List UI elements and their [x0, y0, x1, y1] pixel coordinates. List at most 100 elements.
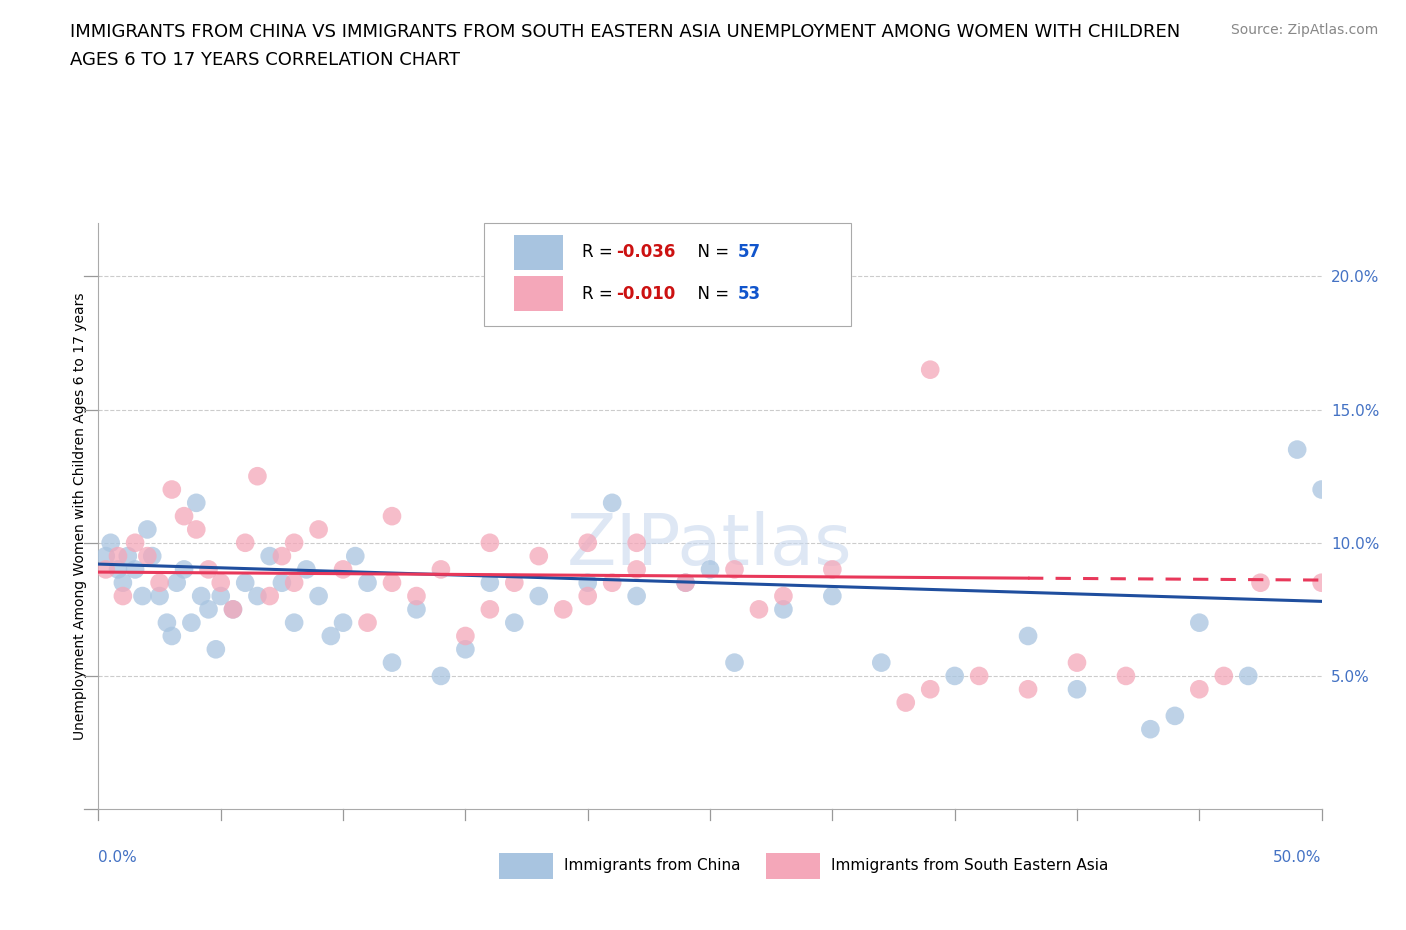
Point [141, 549, 163, 564]
Point [1188, 682, 1211, 697]
Point [180, 616, 202, 631]
Text: Immigrants from South Eastern Asia: Immigrants from South Eastern Asia [831, 858, 1108, 873]
Point [1188, 616, 1211, 631]
Point [156, 616, 179, 631]
Point [920, 363, 942, 378]
Point [111, 576, 134, 591]
Point [308, 522, 330, 537]
Point [1017, 629, 1039, 644]
Point [222, 602, 245, 617]
Point [748, 602, 770, 617]
Text: -0.010: -0.010 [616, 285, 675, 302]
Point [699, 562, 721, 577]
Point [723, 562, 745, 577]
Point [160, 482, 183, 497]
Point [356, 576, 378, 591]
Point [136, 549, 159, 564]
Point [186, 496, 208, 511]
Point [1310, 482, 1333, 497]
Point [600, 496, 623, 511]
Point [1250, 576, 1272, 591]
Point [626, 562, 648, 577]
Point [1212, 669, 1234, 684]
Point [967, 669, 990, 684]
Point [124, 536, 146, 551]
Point [600, 576, 623, 591]
Point [1066, 682, 1088, 697]
Text: Source: ZipAtlas.com: Source: ZipAtlas.com [1230, 23, 1378, 37]
Point [259, 589, 281, 604]
Point [356, 616, 378, 631]
Point [107, 549, 129, 564]
Point [160, 629, 183, 644]
Point [124, 562, 146, 577]
Point [527, 589, 550, 604]
Point [233, 576, 256, 591]
Point [1237, 669, 1260, 684]
Point [1017, 682, 1039, 697]
Point [675, 576, 697, 591]
Text: AGES 6 TO 17 YEARS CORRELATION CHART: AGES 6 TO 17 YEARS CORRELATION CHART [70, 51, 460, 69]
Text: R =: R = [582, 244, 617, 261]
Point [270, 576, 294, 591]
Point [381, 576, 404, 591]
Point [478, 536, 501, 551]
Point [111, 589, 134, 604]
Point [117, 549, 139, 564]
Point [1139, 722, 1161, 737]
Point [894, 695, 917, 710]
Point [173, 509, 195, 524]
Point [405, 589, 427, 604]
Point [136, 522, 159, 537]
FancyBboxPatch shape [484, 223, 851, 326]
Point [772, 602, 794, 617]
Point [197, 562, 219, 577]
Point [503, 616, 526, 631]
Point [209, 589, 232, 604]
Point [454, 629, 477, 644]
Text: R =: R = [582, 285, 617, 302]
Point [576, 536, 599, 551]
Point [283, 536, 305, 551]
Point [205, 642, 228, 657]
Point [1310, 576, 1333, 591]
Point [626, 536, 648, 551]
Point [283, 616, 305, 631]
Point [209, 576, 232, 591]
Point [166, 576, 188, 591]
Point [222, 602, 245, 617]
Point [186, 522, 208, 537]
Point [100, 536, 122, 551]
Y-axis label: Unemployment Among Women with Children Ages 6 to 17 years: Unemployment Among Women with Children A… [73, 292, 87, 740]
Point [576, 589, 599, 604]
Point [870, 655, 893, 670]
Point [381, 655, 404, 670]
Point [94, 549, 117, 564]
Text: 50.0%: 50.0% [1274, 850, 1322, 865]
Point [527, 549, 550, 564]
Point [190, 589, 212, 604]
Point [723, 655, 745, 670]
Point [626, 589, 648, 604]
Point [1115, 669, 1137, 684]
Point [319, 629, 342, 644]
Point [675, 576, 697, 591]
Point [1286, 442, 1309, 457]
Point [772, 296, 794, 311]
Point [454, 642, 477, 657]
Point [197, 602, 219, 617]
Text: 53: 53 [738, 285, 761, 302]
Point [405, 602, 427, 617]
Text: 57: 57 [738, 244, 761, 261]
Text: ZIPatlas: ZIPatlas [567, 511, 853, 580]
Text: N =: N = [686, 285, 734, 302]
Point [233, 536, 256, 551]
Point [149, 589, 172, 604]
Point [94, 562, 117, 577]
Point [344, 549, 367, 564]
FancyBboxPatch shape [515, 235, 564, 270]
Point [308, 589, 330, 604]
Point [270, 549, 294, 564]
Text: N =: N = [686, 244, 734, 261]
Point [943, 669, 966, 684]
